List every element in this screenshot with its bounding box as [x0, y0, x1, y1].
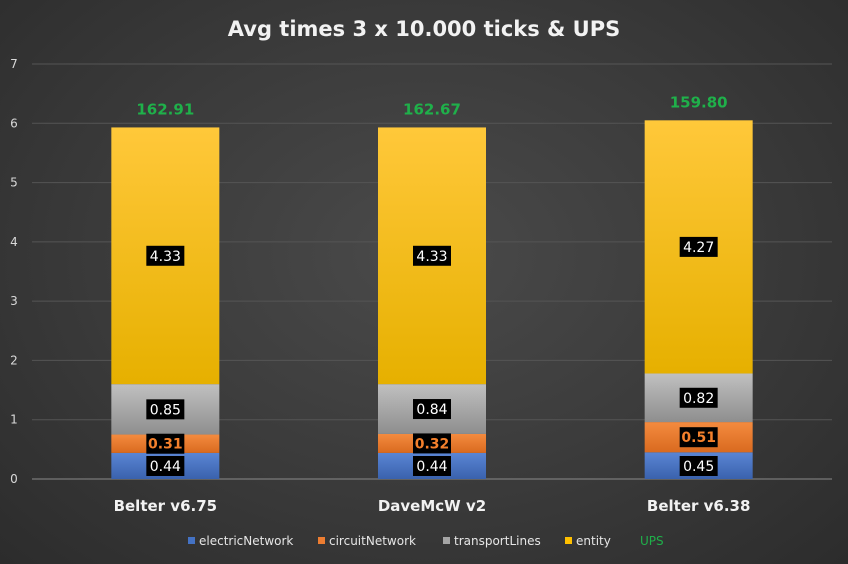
- legend-marker-transportLines: [443, 537, 450, 544]
- legend-marker-electricNetwork: [188, 537, 195, 544]
- y-axis: 0 1 2 3 4 5 6 7: [10, 57, 18, 486]
- data-label-box: [413, 456, 451, 476]
- data-label-electricNetwork: 0.45: [683, 459, 714, 475]
- x-tick-label: Belter v6.38: [647, 497, 751, 515]
- ups-label: 159.80: [670, 93, 728, 111]
- data-label-box: [679, 427, 718, 448]
- data-label-box: [679, 456, 718, 476]
- data-label-electricNetwork: 0.44: [416, 459, 447, 475]
- data-label-circuitNetwork: 0.31: [148, 437, 183, 453]
- y-tick-label: 0: [10, 472, 18, 486]
- data-label-box: [413, 245, 451, 266]
- data-label-box: [413, 433, 451, 454]
- data-label-transportLines: 0.82: [683, 391, 714, 407]
- legend: electricNetwork circuitNetwork transportLi…: [188, 534, 664, 548]
- data-label-entity: 4.27: [683, 240, 714, 256]
- y-tick-label: 1: [10, 413, 18, 427]
- legend-item-electricNetwork: electricNetwork: [199, 534, 293, 548]
- y-tick-label: 7: [10, 57, 18, 71]
- data-label-box: [146, 399, 185, 420]
- y-tick-label: 3: [10, 294, 18, 308]
- bars: [111, 120, 753, 479]
- legend-item-transportLines: transportLines: [454, 534, 541, 548]
- legend-item-entity: entity: [576, 534, 611, 548]
- data-label-transportLines: 0.84: [416, 402, 447, 418]
- data-label-box: [679, 387, 718, 408]
- data-label-circuitNetwork: 0.51: [681, 430, 716, 446]
- y-tick-label: 5: [10, 176, 18, 190]
- data-label-transportLines: 0.85: [150, 402, 181, 418]
- x-tick-label: Belter v6.75: [114, 497, 218, 515]
- data-label-box: [679, 236, 718, 257]
- data-label-box: [146, 456, 185, 476]
- x-axis: Belter v6.75 DaveMcW v2 Belter v6.38: [114, 497, 751, 515]
- x-tick-label: DaveMcW v2: [378, 497, 486, 515]
- data-label-box: [146, 433, 185, 454]
- y-tick-label: 4: [10, 235, 18, 249]
- data-label-entity: 4.33: [150, 249, 181, 265]
- data-label-circuitNetwork: 0.32: [415, 436, 450, 452]
- chart-title: Avg times 3 x 10.000 ticks & UPS: [228, 17, 621, 41]
- y-tick-label: 6: [10, 116, 18, 130]
- legend-item-circuitNetwork: circuitNetwork: [329, 534, 416, 548]
- data-labels: 0.44 0.31 0.85 4.33 162.91 0.44 0.32 0.84 4.33 16…: [136, 93, 728, 476]
- data-label-entity: 4.33: [416, 249, 447, 265]
- legend-marker-circuitNetwork: [318, 537, 325, 544]
- ups-label: 162.67: [403, 100, 461, 118]
- ups-label: 162.91: [136, 100, 194, 118]
- data-label-box: [413, 399, 451, 420]
- legend-item-UPS: UPS: [640, 534, 664, 548]
- y-tick-label: 2: [10, 353, 18, 367]
- data-label-electricNetwork: 0.44: [150, 459, 181, 475]
- data-label-box: [146, 245, 185, 266]
- legend-marker-entity: [565, 537, 572, 544]
